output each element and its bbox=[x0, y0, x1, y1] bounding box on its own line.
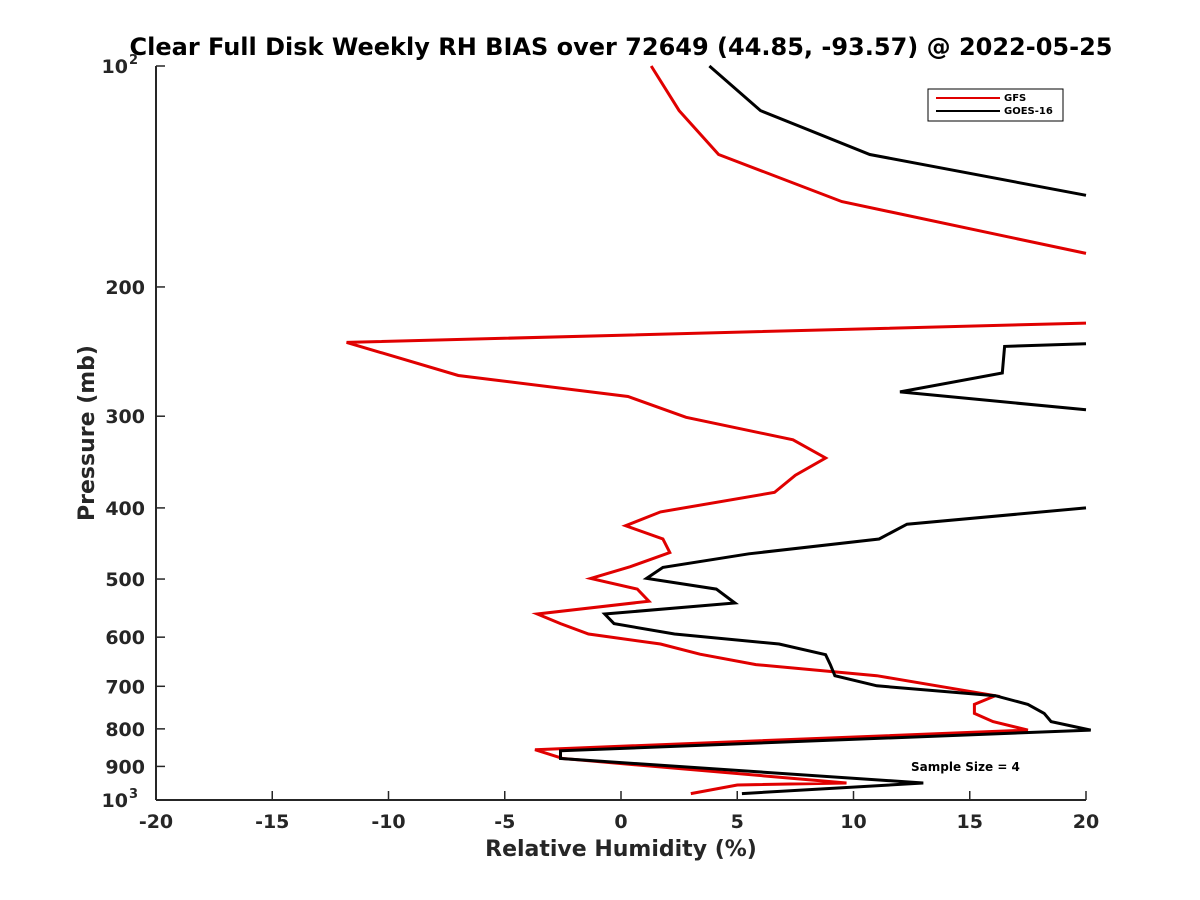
x-tick-label: 5 bbox=[731, 811, 744, 833]
x-tick-label: 0 bbox=[614, 811, 627, 833]
legend: GFS GOES-16 bbox=[927, 88, 1064, 122]
x-tick-label: 10 bbox=[840, 811, 866, 833]
y-tick-label: 800 bbox=[105, 719, 145, 741]
x-tick-label: 20 bbox=[1073, 811, 1099, 833]
x-tick-label: -5 bbox=[494, 811, 515, 833]
chart-title: Clear Full Disk Weekly RH BIAS over 7264… bbox=[130, 33, 1113, 61]
x-tick-label: -15 bbox=[255, 811, 289, 833]
series-line-goes16-3 bbox=[559, 506, 1092, 796]
y-tick-label: 400 bbox=[105, 498, 145, 520]
y-tick-label: 700 bbox=[105, 676, 145, 698]
legend-label-gfs: GFS bbox=[1004, 93, 1026, 104]
x-tick-label: -20 bbox=[139, 811, 173, 833]
series-line-goes16-2 bbox=[899, 342, 1087, 412]
x-axis-label: Relative Humidity (%) bbox=[485, 837, 757, 862]
legend-label-goes16: GOES-16 bbox=[1004, 106, 1053, 117]
y-tick-label: 200 bbox=[105, 277, 145, 299]
x-tick-label: -10 bbox=[371, 811, 405, 833]
y-axis-label: Pressure (mb) bbox=[75, 345, 100, 521]
y-tick-label: 10 bbox=[102, 790, 128, 812]
x-tick-label: 15 bbox=[957, 811, 983, 833]
series-line-gfs-1 bbox=[649, 65, 1087, 255]
y-tick-label: 10 bbox=[102, 56, 128, 78]
y-tick-exponent: 3 bbox=[129, 787, 138, 802]
y-tick-exponent: 2 bbox=[129, 53, 138, 68]
y-tick-label: 300 bbox=[105, 406, 145, 428]
y-tick-label: 500 bbox=[105, 569, 145, 591]
series-line-goes16-1 bbox=[708, 64, 1087, 197]
sample-size-annotation: Sample Size = 4 bbox=[911, 760, 1020, 774]
y-tick-label: 600 bbox=[105, 627, 145, 649]
y-tick-label: 900 bbox=[105, 756, 145, 778]
series-line-gfs-2 bbox=[346, 321, 1087, 796]
legend-box bbox=[927, 88, 1064, 122]
